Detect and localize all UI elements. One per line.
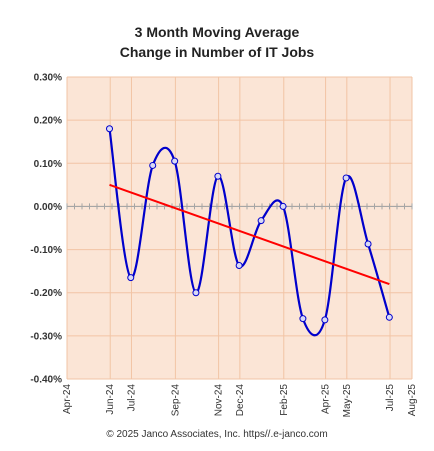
data-point	[364, 240, 372, 248]
y-tick-label: 0.30%	[34, 73, 62, 84]
data-point	[279, 202, 287, 210]
y-tick-label: -0.40%	[30, 375, 62, 386]
data-point	[235, 262, 243, 270]
y-tick-label: -0.20%	[30, 288, 62, 299]
data-point	[106, 125, 114, 133]
y-tick-label: 0.00%	[34, 202, 62, 213]
copyright-footer: © 2025 Janco Associates, Inc. https//.e-…	[106, 429, 328, 440]
y-tick-label: -0.30%	[30, 331, 62, 342]
x-axis-ticks: Apr-24 Jun-24 Jul-24 Sep-24 Nov-24 Dec-24 Feb-…	[62, 384, 418, 418]
data-point	[385, 313, 393, 321]
x-tick-label: Apr-24	[62, 384, 73, 414]
grid-lines	[66, 76, 413, 380]
x-tick-label: Feb-25	[279, 384, 290, 416]
x-tick-label: Jul-25	[385, 384, 396, 412]
data-point	[127, 274, 135, 282]
y-tick-label: -0.10%	[30, 245, 62, 256]
data-point	[257, 217, 265, 225]
chart-title-line-2: Change in Number of IT Jobs	[119, 44, 315, 60]
data-point	[214, 172, 222, 180]
x-tick-label: Jul-24	[126, 384, 137, 412]
x-tick-label: May-25	[342, 384, 353, 418]
trend-line	[109, 183, 390, 286]
x-tick-label: Nov-24	[214, 384, 225, 417]
y-axis-ticks: 0.30% 0.20% 0.10% 0.00% -0.10% -0.20% -0.30% -0…	[30, 73, 62, 386]
data-point	[192, 289, 200, 297]
x-tick-label: Jun-24	[105, 384, 116, 415]
data-point	[171, 157, 179, 165]
x-tick-label: Sep-24	[170, 384, 181, 417]
data-point	[342, 174, 350, 182]
series-markers	[106, 125, 393, 324]
chart-title: 3 Month Moving Average Change in Number …	[0, 22, 434, 62]
x-tick-label: Aug-25	[407, 384, 418, 417]
x-tick-label: Dec-24	[235, 384, 246, 417]
data-point	[321, 316, 329, 324]
y-tick-label: 0.10%	[34, 159, 62, 170]
data-point	[299, 315, 307, 323]
x-tick-label: Apr-25	[321, 384, 332, 414]
data-point	[149, 161, 157, 169]
chart-title-line-1: 3 Month Moving Average	[134, 24, 300, 40]
y-tick-label: 0.20%	[34, 116, 62, 127]
